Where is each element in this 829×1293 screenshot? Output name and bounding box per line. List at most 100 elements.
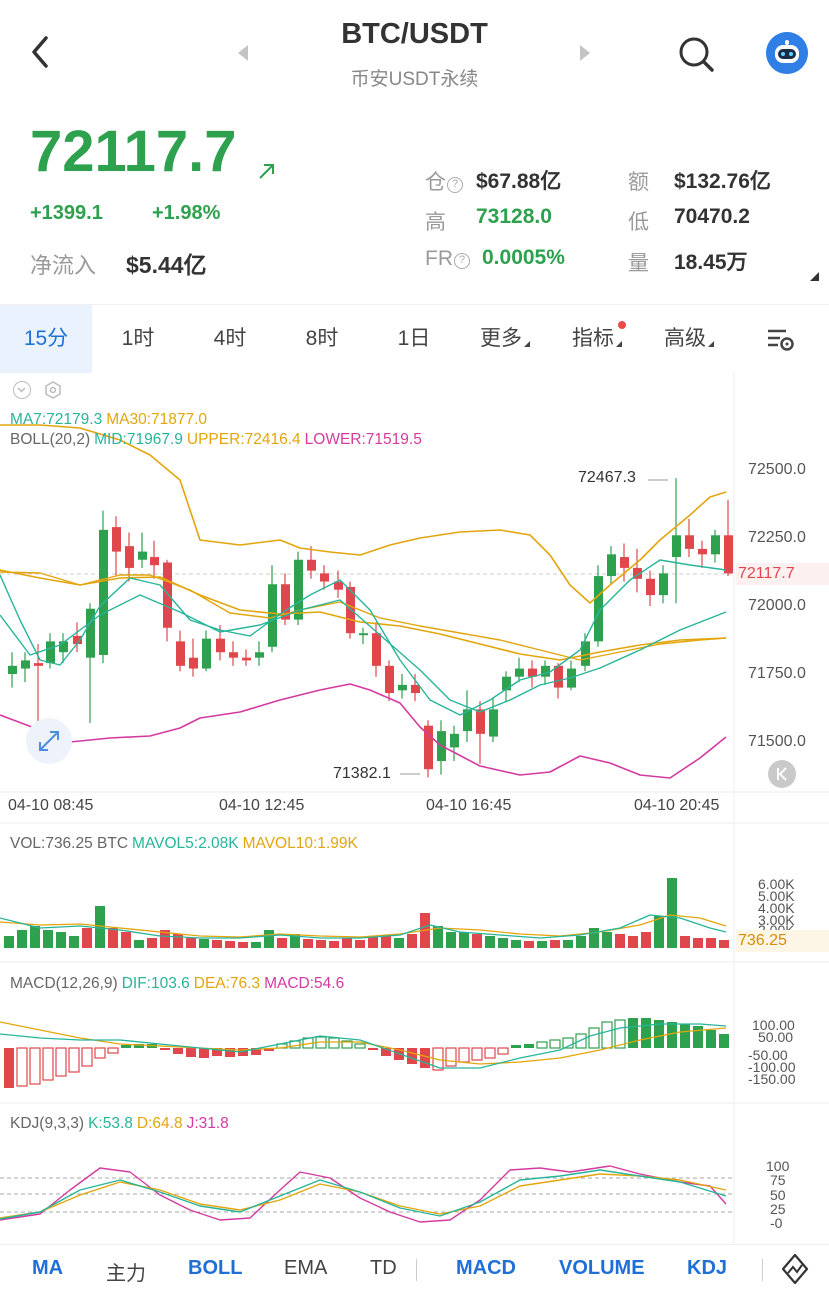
macd-bar	[667, 1022, 677, 1048]
volume-bar	[407, 934, 417, 948]
collapse-legend-icon[interactable]	[13, 381, 31, 399]
help-icon[interactable]: ?	[447, 177, 463, 193]
macd-bar	[199, 1048, 209, 1058]
dropdown-triangle-icon	[616, 341, 622, 347]
low-label: 低	[628, 211, 649, 234]
indicator-td[interactable]: TD	[370, 1257, 397, 1279]
candle	[646, 578, 655, 596]
search-icon[interactable]	[676, 34, 716, 74]
robot-avatar-icon[interactable]	[766, 32, 808, 74]
high-marker-label: 72467.3	[578, 469, 636, 486]
macd-bar	[432, 1047, 444, 1071]
fullscreen-expand-button[interactable]	[26, 718, 72, 764]
back-arrow-icon[interactable]	[22, 30, 62, 74]
macd-bar	[225, 1048, 235, 1057]
macd-bar	[368, 1048, 378, 1050]
expand-stats-icon[interactable]	[810, 272, 819, 281]
volume-bar	[381, 935, 391, 948]
indicator-kdj[interactable]: KDJ	[687, 1257, 728, 1279]
macd-bar	[445, 1047, 457, 1067]
candle	[46, 641, 55, 664]
drawing-tool-icon[interactable]	[780, 1253, 810, 1285]
divider	[762, 1259, 763, 1281]
funding-rate-label[interactable]: FR?	[425, 247, 470, 271]
candle	[307, 559, 316, 571]
kdj-axis-label: -0	[770, 1215, 783, 1231]
tab-advanced[interactable]: 高级	[654, 305, 724, 373]
candle	[633, 567, 642, 579]
prev-symbol-icon[interactable]	[236, 44, 250, 62]
help-icon[interactable]: ?	[454, 253, 470, 269]
candle	[528, 668, 537, 677]
candle	[99, 529, 108, 655]
volume-bar	[108, 928, 118, 948]
candle	[385, 665, 394, 694]
indicator-ema[interactable]: EMA	[284, 1257, 328, 1279]
boll-name: BOLL(20,2)	[10, 431, 91, 448]
divider	[416, 1259, 417, 1281]
candle	[138, 551, 147, 560]
macd-bar	[186, 1048, 196, 1057]
volume-bar	[160, 930, 170, 948]
open-interest-label[interactable]: 仓?	[425, 166, 463, 196]
macd-bar	[68, 1047, 80, 1073]
candle	[216, 638, 225, 653]
volume-bar	[199, 939, 209, 948]
tab-indicators[interactable]: 指标	[562, 305, 632, 373]
indicator-main-force[interactable]: 主力	[106, 1263, 146, 1285]
volume-bar	[498, 938, 508, 948]
symbol-title[interactable]: BTC/USDT	[341, 18, 488, 50]
macd-bar	[94, 1047, 106, 1059]
volume-bar	[355, 940, 365, 948]
ma7-value: MA7:72179.3	[10, 411, 103, 428]
indicator-settings-icon[interactable]	[44, 381, 62, 399]
indicator-boll[interactable]: BOLL	[188, 1257, 243, 1279]
chart-settings-icon[interactable]	[766, 327, 796, 353]
indicator-macd[interactable]: MACD	[456, 1257, 516, 1279]
volume-bar	[186, 938, 196, 948]
macd-bar	[354, 1043, 366, 1049]
dropdown-triangle-icon	[524, 341, 530, 347]
volume-bar	[316, 940, 326, 948]
macd-bar	[706, 1030, 716, 1048]
ma30-line	[0, 571, 727, 661]
dea-line	[0, 1021, 727, 1065]
macd-bar	[719, 1034, 729, 1048]
scroll-to-latest-icon[interactable]	[768, 760, 796, 788]
candle	[202, 638, 211, 669]
volume-bar	[433, 926, 443, 948]
tab-8h[interactable]: 8时	[305, 327, 339, 350]
j-line	[0, 1165, 727, 1223]
up-trend-arrow-icon	[259, 164, 274, 179]
next-symbol-icon[interactable]	[578, 44, 592, 62]
macd-bar	[134, 1044, 144, 1048]
low-value: 70470.2	[674, 205, 750, 228]
candle	[334, 581, 343, 590]
volume-bar	[394, 938, 404, 948]
boll-lower: LOWER:71519.5	[304, 431, 422, 448]
volume-bar	[459, 932, 469, 948]
tab-15m[interactable]: 15分	[0, 305, 92, 373]
macd-bar	[588, 1027, 600, 1049]
ma-legend: MA7:72179.3 MA30:71877.0	[10, 411, 211, 429]
kline-chart[interactable]	[0, 372, 829, 1244]
volume-bar	[706, 938, 716, 948]
tab-1d[interactable]: 1日	[397, 327, 431, 350]
tab-4h[interactable]: 4时	[213, 327, 247, 350]
candle	[189, 657, 198, 669]
volume-bar	[329, 941, 339, 948]
time-axis-label: 04-10 16:45	[426, 797, 512, 814]
candle	[515, 668, 524, 677]
candle	[281, 584, 290, 620]
volume-bar	[589, 928, 599, 948]
macd-bar	[16, 1047, 28, 1087]
indicator-ma[interactable]: MA	[32, 1257, 64, 1279]
macd-bar	[328, 1037, 340, 1049]
exchange-subtitle: 币安USDT永续	[350, 69, 479, 90]
volume-bar	[654, 916, 664, 948]
indicator-volume[interactable]: VOLUME	[559, 1257, 645, 1279]
tab-more[interactable]: 更多	[470, 305, 540, 373]
volume-bar	[641, 932, 651, 948]
candle	[21, 660, 30, 669]
tab-1h[interactable]: 1时	[121, 327, 155, 350]
